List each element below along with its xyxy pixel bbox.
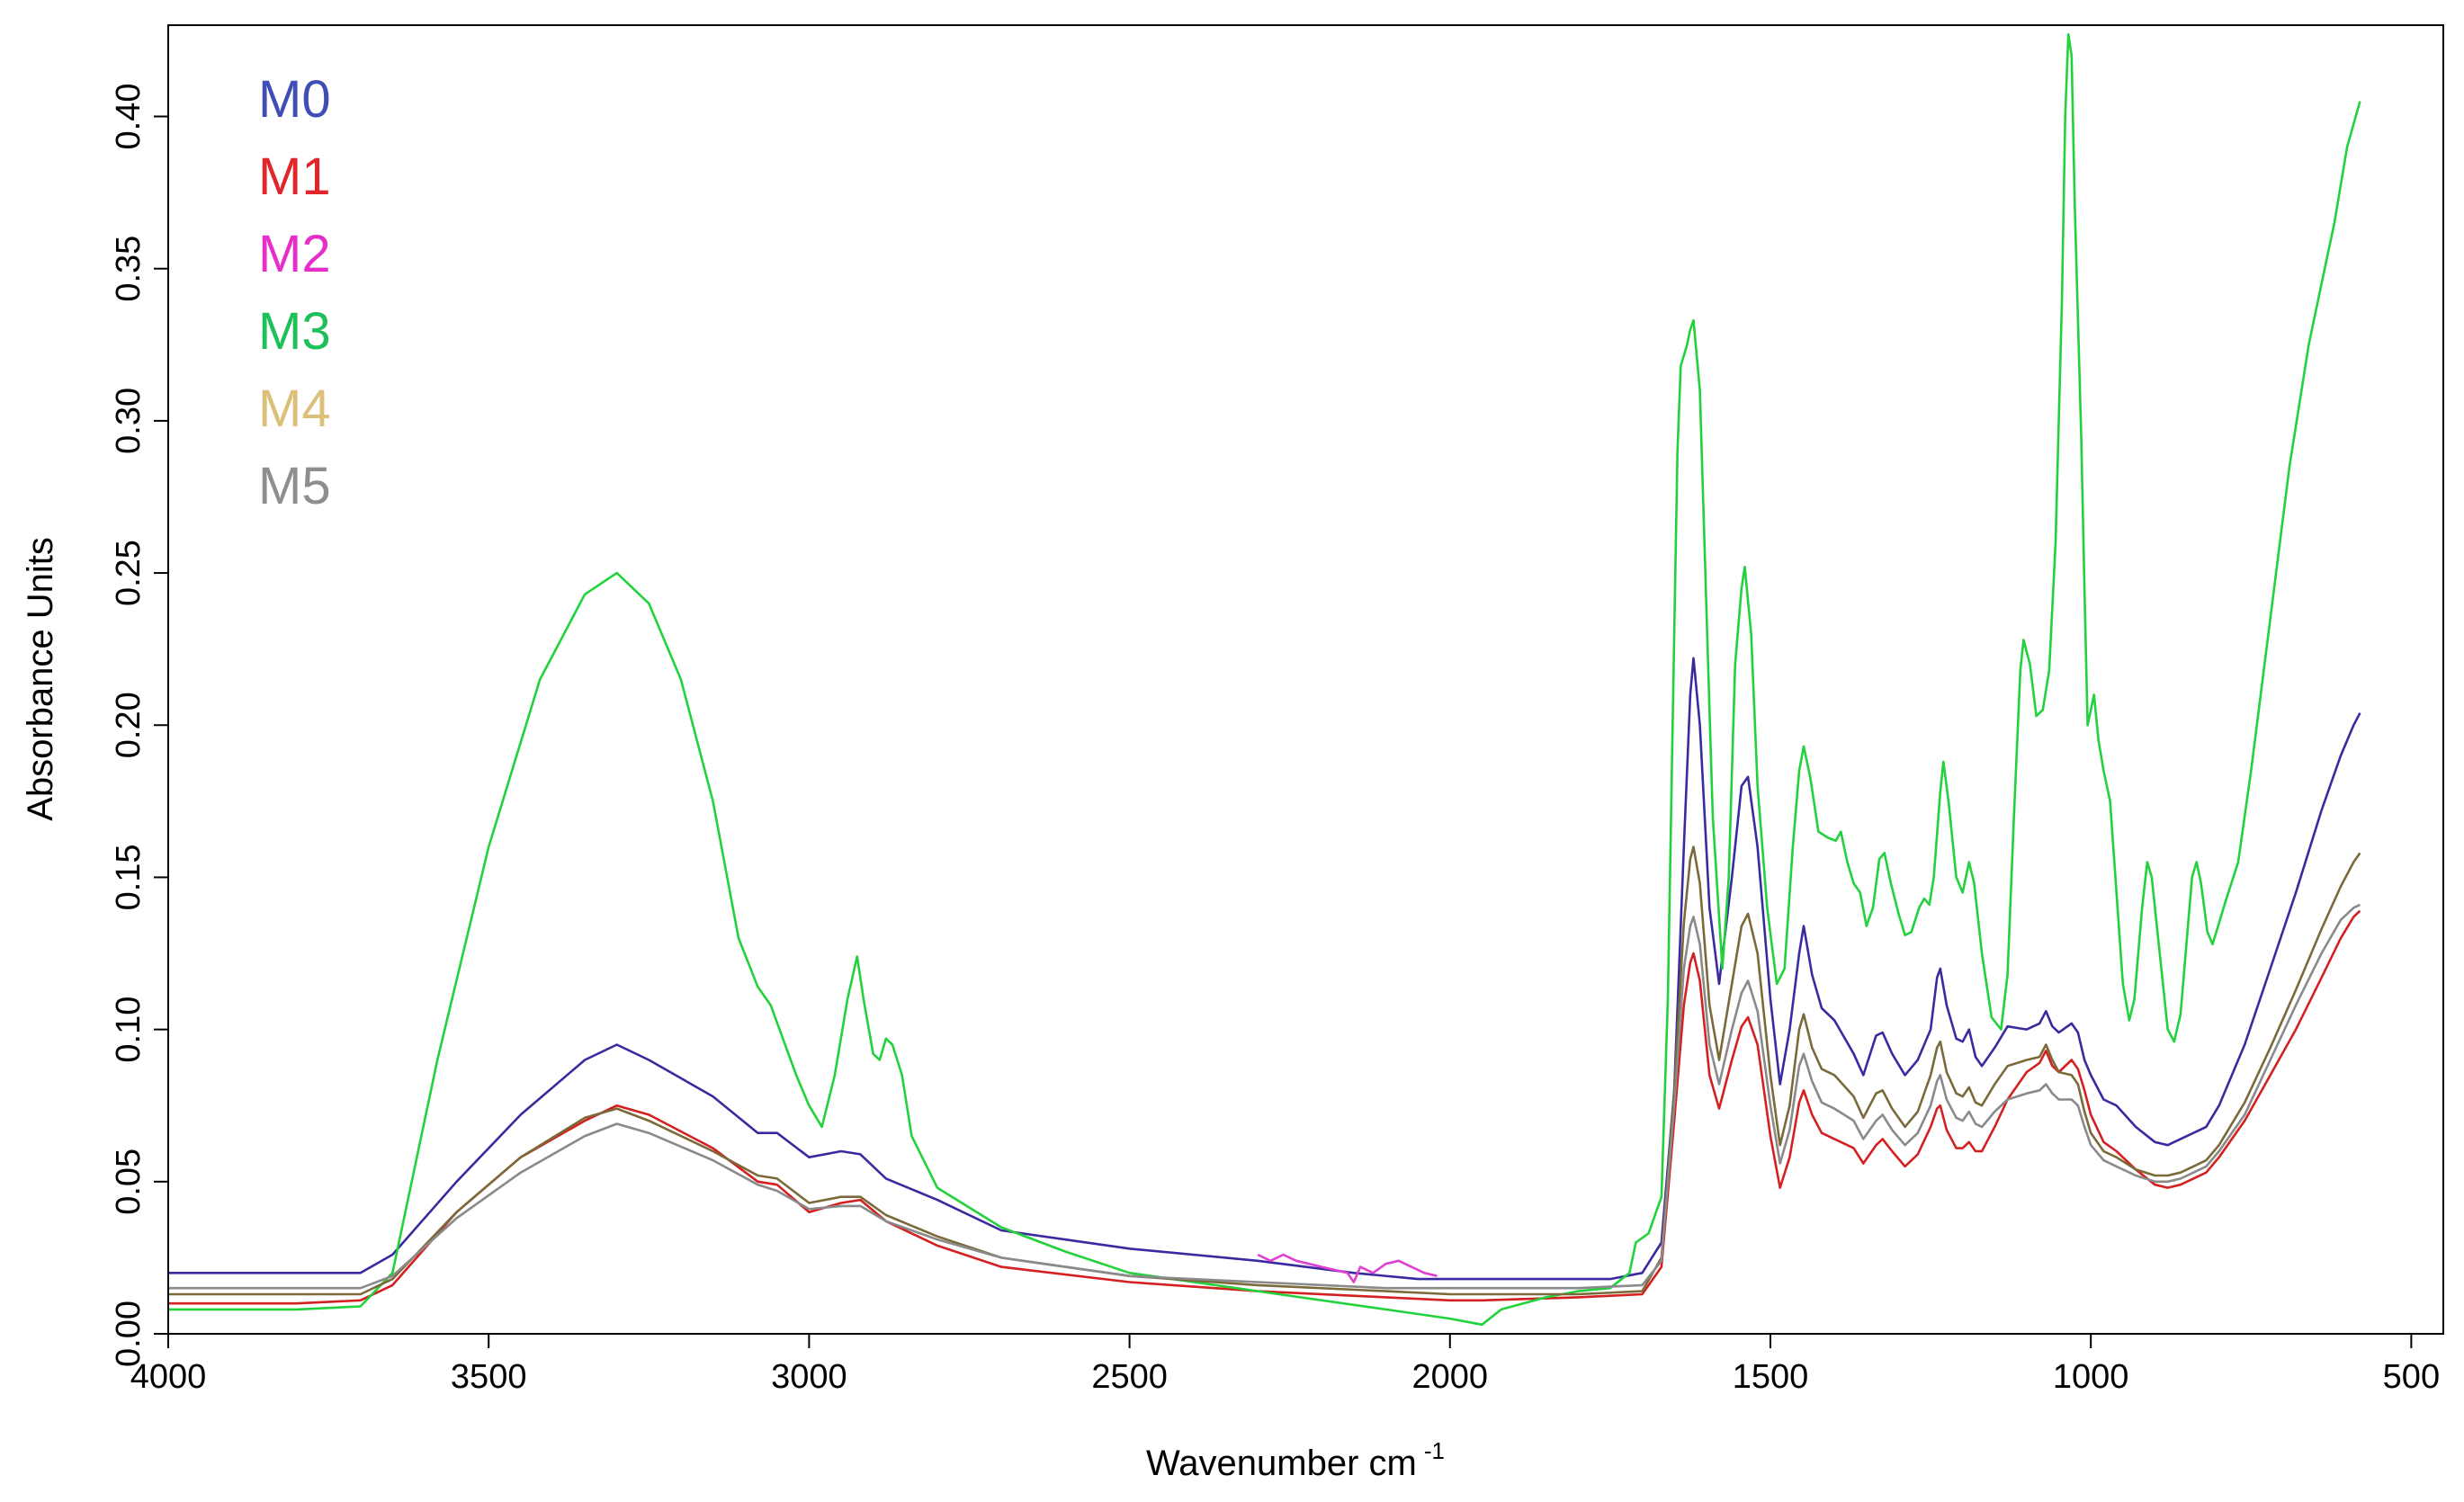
y-tick-label: 0.25 [110, 540, 148, 606]
y-tick-label: 0.10 [110, 997, 148, 1063]
y-tick-label: 0.00 [110, 1301, 148, 1367]
x-axis: 4000 3500 3000 2500 2000 1500 1000 500 [130, 1334, 2440, 1396]
x-axis-label-text: Wavenumber cm [1146, 1444, 1417, 1483]
x-tick-label: 500 [2383, 1358, 2440, 1396]
y-tick-label: 0.30 [110, 388, 148, 454]
series-line-m0 [168, 657, 2361, 1281]
series-line-m3 [168, 32, 2361, 1327]
y-axis: 0.00 0.05 0.10 0.15 0.20 0.25 0.30 0.35 0.40 [110, 84, 168, 1367]
x-tick-label: 4000 [130, 1358, 207, 1396]
x-axis-label-superscript: -1 [1424, 1437, 1445, 1464]
y-tick-label: 0.05 [110, 1149, 148, 1215]
legend-label-m1: M1 [258, 148, 331, 206]
series-line-m5 [168, 903, 2361, 1290]
legend-label-m0: M0 [258, 70, 331, 129]
y-tick-label: 0.15 [110, 844, 148, 910]
x-tick-label: 3000 [771, 1358, 847, 1396]
y-tick-label: 0.35 [110, 236, 148, 302]
x-tick-label: 2000 [1412, 1358, 1489, 1396]
y-axis-label: Absorbance Units [21, 537, 60, 821]
series-line-m2 [1257, 1253, 1438, 1283]
x-tick-label: 1000 [2053, 1358, 2129, 1396]
legend-label-m4: M4 [258, 380, 331, 438]
y-tick-label: 0.20 [110, 692, 148, 758]
x-tick-label: 2500 [1091, 1358, 1168, 1396]
legend-label-m3: M3 [258, 302, 331, 361]
y-tick-label: 0.40 [110, 84, 148, 150]
x-tick-label: 3500 [451, 1358, 527, 1396]
legend-label-m5: M5 [258, 457, 331, 515]
series-layer [168, 32, 2361, 1327]
series-line-m1 [168, 909, 2361, 1305]
plot-frame [167, 24, 2444, 1335]
legend-label-m2: M2 [258, 225, 331, 283]
x-axis-label: Wavenumber cm -1 [1146, 1437, 1445, 1483]
x-tick-label: 1500 [1733, 1358, 1809, 1396]
series-line-m4 [168, 845, 2361, 1296]
legend: M0 M1 M2 M3 M4 M5 [258, 70, 331, 515]
